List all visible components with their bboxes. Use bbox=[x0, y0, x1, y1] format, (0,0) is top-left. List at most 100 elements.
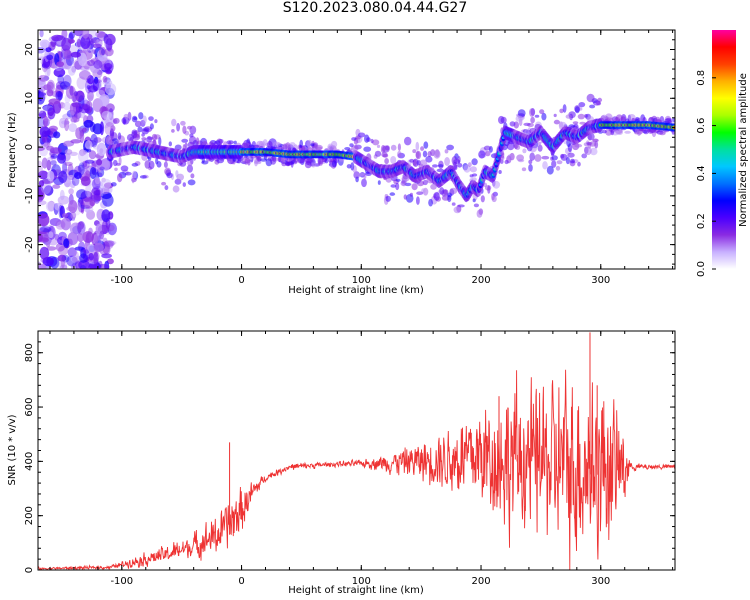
noise-blob bbox=[38, 170, 49, 180]
haze-blob bbox=[299, 144, 302, 149]
haze-blob bbox=[567, 152, 575, 158]
haze-blob bbox=[415, 141, 420, 151]
colorbar-gradient bbox=[712, 30, 736, 269]
noise-blob bbox=[101, 177, 106, 183]
haze-blob bbox=[436, 168, 444, 173]
haze-blob bbox=[528, 159, 533, 165]
haze-blob bbox=[416, 180, 425, 187]
haze-blob bbox=[577, 161, 581, 167]
haze-blob bbox=[596, 101, 602, 106]
haze-blob bbox=[110, 125, 116, 132]
haze-blob bbox=[574, 106, 580, 114]
noise-blob bbox=[89, 167, 97, 179]
haze-blob bbox=[374, 150, 382, 157]
noise-blob bbox=[50, 153, 58, 159]
noise-blob bbox=[70, 110, 75, 124]
noise-blob bbox=[45, 47, 52, 53]
noise-blob bbox=[70, 51, 82, 58]
noise-blob bbox=[38, 117, 45, 128]
haze-blob bbox=[457, 163, 463, 168]
haze-blob bbox=[131, 175, 135, 184]
noise-blob bbox=[93, 76, 99, 84]
haze-blob bbox=[559, 108, 564, 114]
noise-blob bbox=[68, 188, 74, 195]
noise-blob bbox=[106, 224, 115, 232]
noise-blob bbox=[53, 67, 66, 78]
noise-blob bbox=[74, 90, 85, 102]
haze-blob bbox=[297, 156, 305, 164]
haze-blob bbox=[471, 158, 478, 166]
noise-blob bbox=[95, 177, 101, 185]
haze-blob bbox=[136, 121, 144, 126]
noise-blob bbox=[38, 213, 50, 227]
noise-blob bbox=[57, 254, 67, 262]
noise-blob bbox=[68, 31, 75, 40]
haze-blob bbox=[138, 112, 144, 120]
noise-blob bbox=[102, 241, 110, 254]
haze-blob bbox=[624, 130, 631, 134]
haze-blob bbox=[390, 156, 397, 164]
haze-blob bbox=[370, 138, 374, 144]
spectrogram-y-ticks: -20 -10 0 10 20 bbox=[24, 29, 675, 265]
haze-blob bbox=[372, 139, 380, 146]
haze-blob bbox=[473, 203, 479, 208]
haze-blob bbox=[416, 196, 420, 205]
noise-blob bbox=[45, 156, 57, 170]
noise-blob bbox=[74, 260, 82, 269]
x-tick-label: -100 bbox=[110, 576, 133, 587]
haze-blob bbox=[164, 185, 169, 191]
noise-blob bbox=[84, 140, 93, 150]
haze-blob bbox=[472, 198, 476, 203]
haze-blob bbox=[400, 181, 407, 186]
haze-blob bbox=[381, 152, 388, 158]
haze-blob bbox=[285, 162, 290, 166]
haze-blob bbox=[147, 136, 154, 140]
noise-blob bbox=[45, 241, 51, 248]
haze-blob bbox=[422, 150, 428, 158]
noise-blob bbox=[38, 74, 49, 82]
haze-blob bbox=[439, 187, 445, 195]
haze-blob bbox=[498, 115, 505, 125]
haze-blob bbox=[582, 153, 587, 159]
y-tick-label: 600 bbox=[24, 397, 35, 416]
noise-blob bbox=[38, 263, 47, 269]
haze-blob bbox=[428, 198, 433, 207]
haze-blob bbox=[529, 108, 535, 117]
snr-plot-area bbox=[38, 332, 675, 570]
haze-blob bbox=[404, 136, 412, 146]
haze-blob bbox=[395, 182, 400, 191]
haze-blob bbox=[385, 145, 390, 151]
noise-blob bbox=[89, 37, 97, 45]
haze-blob bbox=[141, 128, 149, 135]
haze-blob bbox=[444, 157, 450, 166]
noise-blob bbox=[39, 226, 52, 233]
x-tick-label: 100 bbox=[352, 576, 371, 587]
haze-blob bbox=[541, 155, 550, 160]
haze-blob bbox=[351, 137, 357, 141]
haze-blob bbox=[363, 146, 372, 152]
noise-blob bbox=[38, 47, 45, 54]
x-tick-label: 0 bbox=[238, 576, 244, 587]
noise-blob bbox=[88, 252, 94, 261]
haze-blob bbox=[127, 111, 132, 121]
haze-blob bbox=[126, 133, 135, 142]
haze-blob bbox=[114, 167, 118, 171]
colorbar-label: Normalized spectral amplitude bbox=[738, 73, 749, 227]
haze-blob bbox=[523, 122, 531, 126]
noise-blob bbox=[43, 115, 48, 128]
x-tick-label: 200 bbox=[471, 275, 490, 286]
haze-blob bbox=[195, 137, 200, 146]
noise-blob bbox=[64, 149, 73, 155]
haze-blob bbox=[529, 152, 535, 161]
noise-blob bbox=[61, 120, 70, 125]
haze-blob bbox=[187, 179, 196, 186]
haze-blob bbox=[491, 195, 497, 203]
noise-blob bbox=[58, 245, 69, 256]
snr-x-label: Height of straight line (km) bbox=[288, 585, 424, 596]
noise-blob bbox=[55, 219, 66, 230]
noise-blob bbox=[43, 185, 54, 196]
haze-blob bbox=[144, 160, 151, 169]
x-tick-label: -100 bbox=[110, 275, 133, 286]
